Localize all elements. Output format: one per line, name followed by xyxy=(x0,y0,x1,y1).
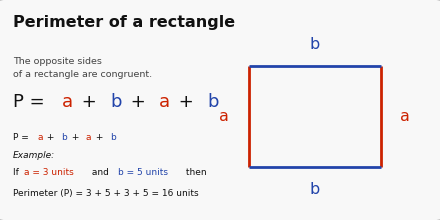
Text: b: b xyxy=(309,37,320,51)
Text: +: + xyxy=(93,133,106,142)
Text: +: + xyxy=(125,93,151,111)
Text: b: b xyxy=(110,93,121,111)
Text: then: then xyxy=(183,168,206,177)
Text: +: + xyxy=(69,133,82,142)
Text: a: a xyxy=(62,93,73,111)
Text: If: If xyxy=(13,168,22,177)
Text: P =: P = xyxy=(13,93,51,111)
Text: b = 5 units: b = 5 units xyxy=(118,168,168,177)
Text: b: b xyxy=(110,133,116,142)
Text: Perimeter of a rectangle: Perimeter of a rectangle xyxy=(13,15,235,30)
Text: a: a xyxy=(159,93,170,111)
Text: a: a xyxy=(86,133,92,142)
Text: Example:: Example: xyxy=(13,151,55,160)
Text: The opposite sides
of a rectangle are congruent.: The opposite sides of a rectangle are co… xyxy=(13,57,152,79)
Text: +: + xyxy=(173,93,200,111)
Text: Perimeter (P) = 3 + 5 + 3 + 5 = 16 units: Perimeter (P) = 3 + 5 + 3 + 5 = 16 units xyxy=(13,189,199,198)
Text: a: a xyxy=(37,133,43,142)
Text: b: b xyxy=(62,133,67,142)
Text: b: b xyxy=(208,93,219,111)
Text: a: a xyxy=(400,109,410,124)
Text: +: + xyxy=(76,93,102,111)
Text: a = 3 units: a = 3 units xyxy=(25,168,74,177)
Text: +: + xyxy=(44,133,58,142)
Text: b: b xyxy=(309,182,320,197)
Text: a: a xyxy=(220,109,229,124)
Text: P =: P = xyxy=(13,133,32,142)
Text: and: and xyxy=(89,168,111,177)
